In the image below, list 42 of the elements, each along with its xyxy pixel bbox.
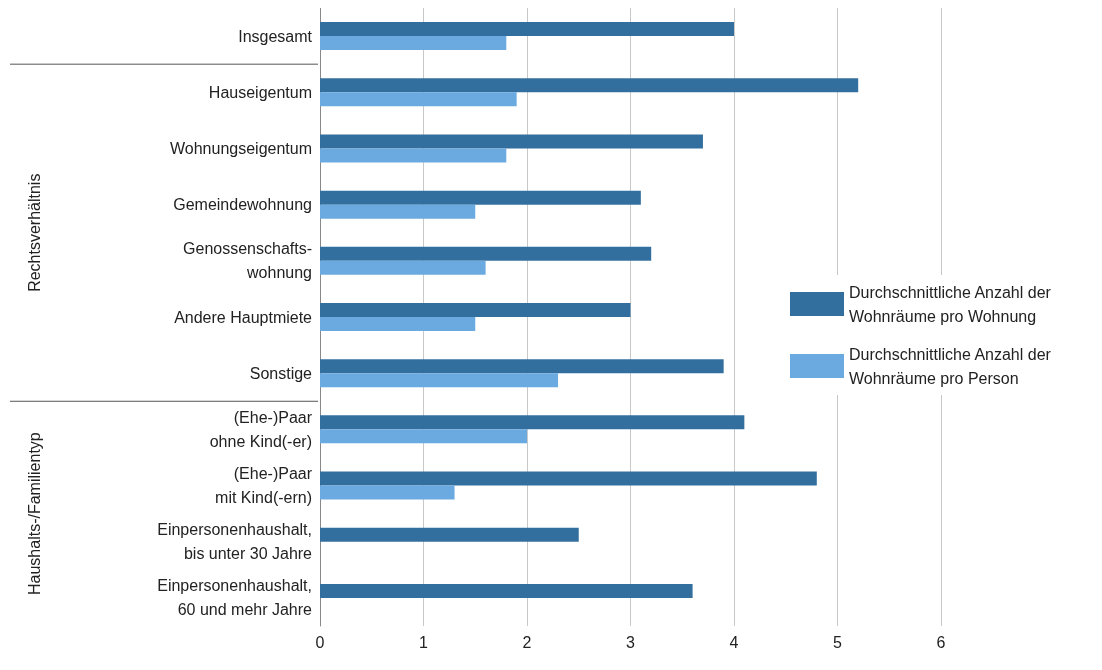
y-tick-label: (Ehe-)Paar mit Kind(-ern): [215, 465, 313, 507]
x-tick-label: 0: [315, 633, 325, 651]
bar: [320, 485, 455, 500]
bar: [320, 429, 527, 444]
y-tick-label: (Ehe-)Paar ohne Kind(-er): [209, 408, 313, 450]
text: Rechtsverhältnis: [25, 173, 43, 292]
bar: [320, 36, 507, 51]
x-tick-label: 1: [419, 633, 429, 651]
y-tick-label: Wohnungseigentum: [169, 139, 312, 157]
bar: [320, 78, 859, 93]
bar: [320, 359, 724, 374]
x-tick-label: 5: [833, 633, 843, 651]
bar: [320, 415, 745, 430]
y-tick-label: Einpersonenhaushalt, bis unter 30 Jahre: [157, 521, 313, 563]
bar: [320, 92, 517, 107]
y-tick-label: Genossenschafts- wohnung: [183, 240, 312, 282]
text: Haushalts-/Familientyp: [25, 432, 43, 595]
bar: [320, 471, 817, 486]
bar: [320, 22, 734, 37]
bar: [320, 303, 631, 317]
bar: [320, 190, 641, 205]
legend-label: Durchschnittliche Anzahl der Wohnräume pro Person: [849, 345, 1056, 387]
bar: [320, 204, 476, 219]
y-tick-label: Gemeindewohnung: [173, 196, 312, 214]
bar: [320, 373, 559, 388]
x-tick-label: 4: [729, 633, 739, 651]
bar: [320, 246, 652, 261]
y-tick-label: Andere Hauptmiete: [174, 308, 313, 326]
y-tick-label: Hauseigentum: [208, 83, 312, 101]
y-tick-label: Insgesamt: [238, 27, 313, 45]
x-tick-label: 2: [522, 633, 532, 651]
x-tick-label: 3: [626, 633, 636, 651]
legend-label: Durchschnittliche Anzahl der Wohnräume pro Wohnung: [849, 283, 1056, 325]
x-tick-label: 6: [936, 633, 946, 651]
bar: [320, 134, 703, 149]
y-tick-label: Sonstige: [249, 364, 313, 382]
bar: [320, 583, 693, 598]
bar: [320, 148, 507, 163]
bar: [320, 317, 476, 331]
y-tick-label: Einpersonenhaushalt, 60 und mehr Jahre: [157, 577, 313, 619]
bar: [320, 527, 579, 542]
bar: [320, 260, 486, 275]
